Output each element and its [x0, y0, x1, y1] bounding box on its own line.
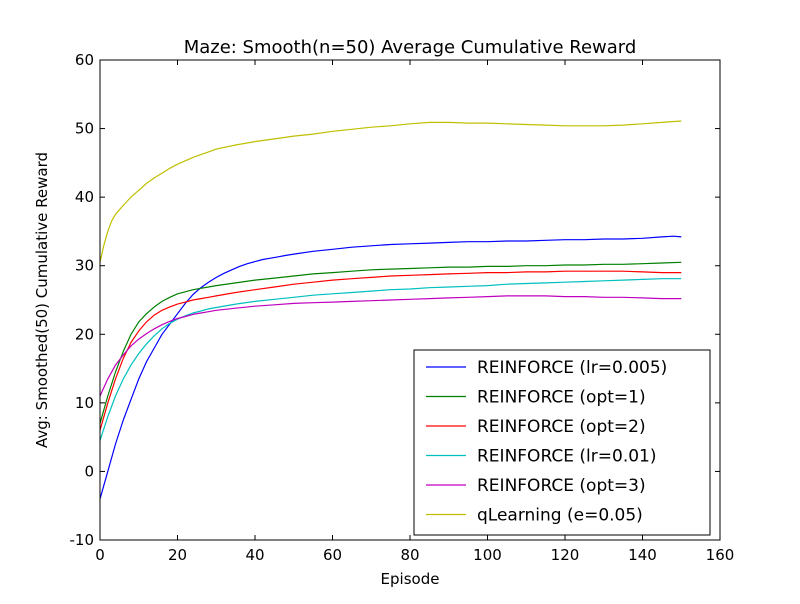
legend: REINFORCE (lr=0.005) REINFORCE (opt=1) REI… — [413, 349, 711, 536]
plot-area — [99, 120, 682, 500]
series-line-6 — [99, 120, 682, 263]
y-tick-label: -10 — [70, 531, 95, 549]
y-tick-label: 50 — [75, 120, 94, 138]
x-tick-label: 100 — [473, 546, 502, 564]
x-tick-label: 80 — [400, 546, 419, 564]
series-line-3 — [99, 270, 682, 431]
y-tick-label: 10 — [75, 394, 94, 412]
y-axis-label: Avg: Smoothed(50) Cumulative Reward — [33, 152, 51, 448]
legend-label-6: qLearning (e=0.05) — [477, 506, 643, 526]
series-line-4 — [99, 278, 682, 441]
series-line-1 — [99, 235, 682, 500]
legend-label-1: REINFORCE (lr=0.005) — [477, 358, 667, 378]
x-tick-label: 60 — [323, 546, 342, 564]
x-axis-label: Episode — [381, 570, 440, 588]
x-tick-label: 40 — [245, 546, 264, 564]
x-tick-label: 120 — [551, 546, 580, 564]
x-tick-label: 140 — [628, 546, 657, 564]
legend-label-4: REINFORCE (lr=0.01) — [477, 447, 657, 467]
y-tick-label: 20 — [75, 325, 94, 343]
y-tick-label: 60 — [75, 51, 94, 69]
x-tick-label: 20 — [168, 546, 187, 564]
x-tick-label: 160 — [706, 546, 735, 564]
chart-title: Maze: Smooth(n=50) Average Cumulative Re… — [184, 37, 637, 58]
y-tick-label: 0 — [84, 462, 94, 480]
legend-label-5: REINFORCE (opt=3) — [477, 476, 646, 496]
legend-label-3: REINFORCE (opt=2) — [477, 417, 646, 437]
legend-box — [413, 349, 711, 536]
y-tick-label: 40 — [75, 188, 94, 206]
series-line-2 — [99, 261, 682, 424]
x-tick-label: 0 — [95, 546, 105, 564]
series-line-5 — [99, 295, 682, 397]
y-tick-label: 30 — [75, 257, 94, 275]
legend-label-2: REINFORCE (opt=1) — [477, 388, 646, 408]
